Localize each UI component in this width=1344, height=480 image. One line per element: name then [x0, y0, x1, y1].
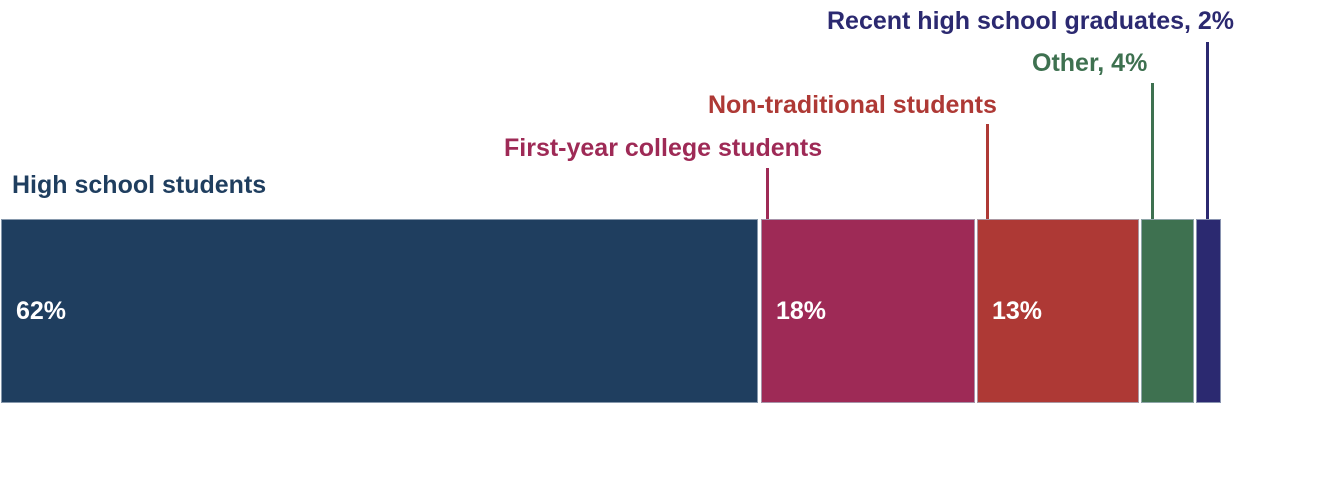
callout-label-high-school-students: High school students	[12, 171, 267, 199]
leader-line-recent-high-school-graduates	[1206, 42, 1209, 219]
callout-label-first-year-college-students: First-year college students	[504, 134, 823, 162]
bar-segment-non-traditional-students: 13%	[977, 219, 1139, 403]
leader-line-first-year-college-students	[766, 168, 769, 219]
leader-line-non-traditional-students	[986, 124, 989, 219]
bar-segment-value-label: 13%	[992, 296, 1043, 325]
bar-segment-value-label: 18%	[776, 296, 827, 325]
bar-segment-first-year-college-students: 18%	[761, 219, 975, 403]
bar-segment-value-label: 62%	[16, 296, 67, 325]
callout-label-recent-high-school-graduates: Recent high school graduates, 2%	[827, 7, 1235, 35]
callout-label-other: Other, 4%	[1032, 49, 1148, 77]
bar-segment-high-school-students: 62%	[1, 219, 758, 403]
callout-label-non-traditional-students: Non-traditional students	[708, 91, 997, 119]
leader-line-other	[1151, 83, 1154, 219]
bar-segment-recent-high-school-graduates	[1196, 219, 1221, 403]
bar-segment-other	[1141, 219, 1194, 403]
stacked-bar: 62% 18% 13%	[0, 219, 1344, 403]
